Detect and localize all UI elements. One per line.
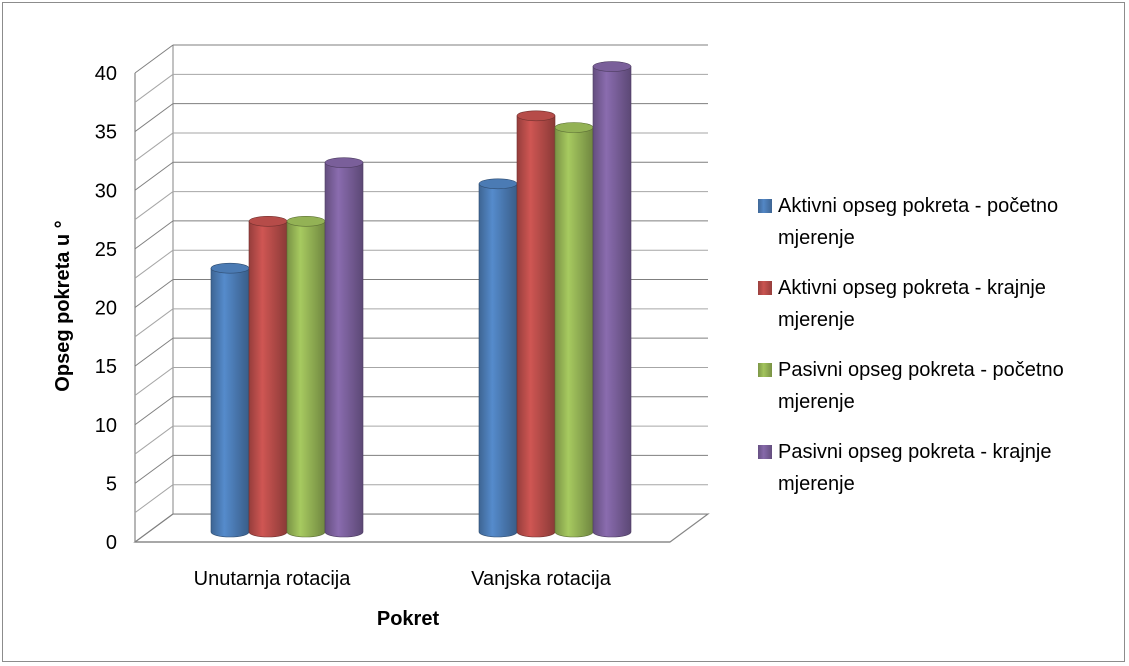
legend-item: Aktivni opseg pokreta - početno mjerenje: [752, 190, 1112, 254]
legend-swatch-aktivni-krajnje: [758, 281, 772, 295]
bar: [324, 157, 364, 538]
side-gridline: [134, 73, 174, 103]
side-gridline: [134, 337, 174, 367]
side-gridline: [134, 132, 174, 162]
side-gridline: [134, 513, 174, 543]
y-axis-tick-labels: 0 5 10 15 20 25 30 35 40: [95, 63, 117, 554]
bar-top: [478, 178, 518, 190]
bar: [478, 178, 518, 538]
bar-body: [554, 127, 594, 538]
y-tick-label: 25: [95, 239, 117, 261]
side-gridline: [134, 44, 174, 74]
side-gridline: [134, 367, 174, 396]
y-tick-label: 20: [95, 298, 117, 320]
bar: [516, 110, 556, 538]
y-tick-label: 10: [95, 415, 117, 437]
legend-item: Pasivni opseg pokreta - krajnje mjerenje: [752, 436, 1112, 500]
y-tick-label: 35: [95, 122, 117, 144]
side-gridline: [134, 454, 174, 484]
legend-swatch-pasivni-krajnje: [758, 445, 772, 459]
side-gridline: [134, 220, 174, 250]
y-tick-label: 40: [95, 63, 117, 85]
bar-body: [286, 220, 326, 538]
bar: [554, 122, 594, 538]
side-gridline: [134, 484, 174, 514]
bar: [592, 61, 632, 538]
bar-body: [592, 66, 632, 538]
legend: Aktivni opseg pokreta - početno mjerenje…: [752, 190, 1112, 518]
x-axis-title: Pokret: [377, 608, 440, 630]
legend-label: Aktivni opseg pokreta - početno mjerenje: [778, 195, 1059, 249]
legend-label: Pasivni opseg pokreta - krajnje mjerenje: [778, 441, 1052, 495]
y-axis-title: Opseg pokreta u °: [52, 220, 74, 391]
y-tick-label: 30: [95, 180, 117, 202]
bar-body: [324, 162, 364, 538]
side-gridline: [134, 279, 174, 308]
bar-top: [592, 61, 632, 72]
side-gridline: [134, 308, 174, 338]
side-gridline: [134, 425, 174, 455]
bar: [248, 215, 288, 538]
bar-top: [248, 215, 288, 227]
bar-top: [324, 157, 364, 168]
side-gridline: [134, 396, 174, 426]
bar-body: [478, 183, 518, 538]
x-axis-category-labels: Unutarnja rotacija Vanjska rotacija: [194, 568, 612, 590]
bar-body: [248, 220, 288, 538]
bar-top: [286, 215, 326, 227]
bar-body: [210, 267, 250, 538]
bars: [210, 61, 632, 538]
bar-top: [210, 262, 250, 274]
x-category-label: Unutarnja rotacija: [194, 568, 352, 590]
side-gridline: [134, 191, 174, 220]
bar-top: [554, 122, 594, 133]
side-gridline: [134, 161, 174, 191]
bar: [210, 262, 250, 538]
legend-swatch-aktivni-pocetno: [758, 199, 772, 213]
legend-label: Aktivni opseg pokreta - krajnje mjerenje: [778, 277, 1046, 331]
side-gridline: [134, 249, 174, 279]
y-tick-label: 15: [95, 356, 117, 378]
legend-label: Pasivni opseg pokreta - početno mjerenje: [778, 359, 1064, 413]
legend-swatch-pasivni-pocetno: [758, 363, 772, 377]
bar-body: [516, 115, 556, 538]
y-tick-label: 5: [106, 473, 117, 495]
legend-item: Aktivni opseg pokreta - krajnje mjerenje: [752, 272, 1112, 336]
bar: [286, 215, 326, 538]
legend-item: Pasivni opseg pokreta - početno mjerenje: [752, 354, 1112, 418]
x-category-label: Vanjska rotacija: [471, 568, 612, 590]
y-tick-label: 0: [106, 532, 117, 554]
side-gridline: [134, 103, 174, 133]
bar-top: [516, 110, 556, 122]
